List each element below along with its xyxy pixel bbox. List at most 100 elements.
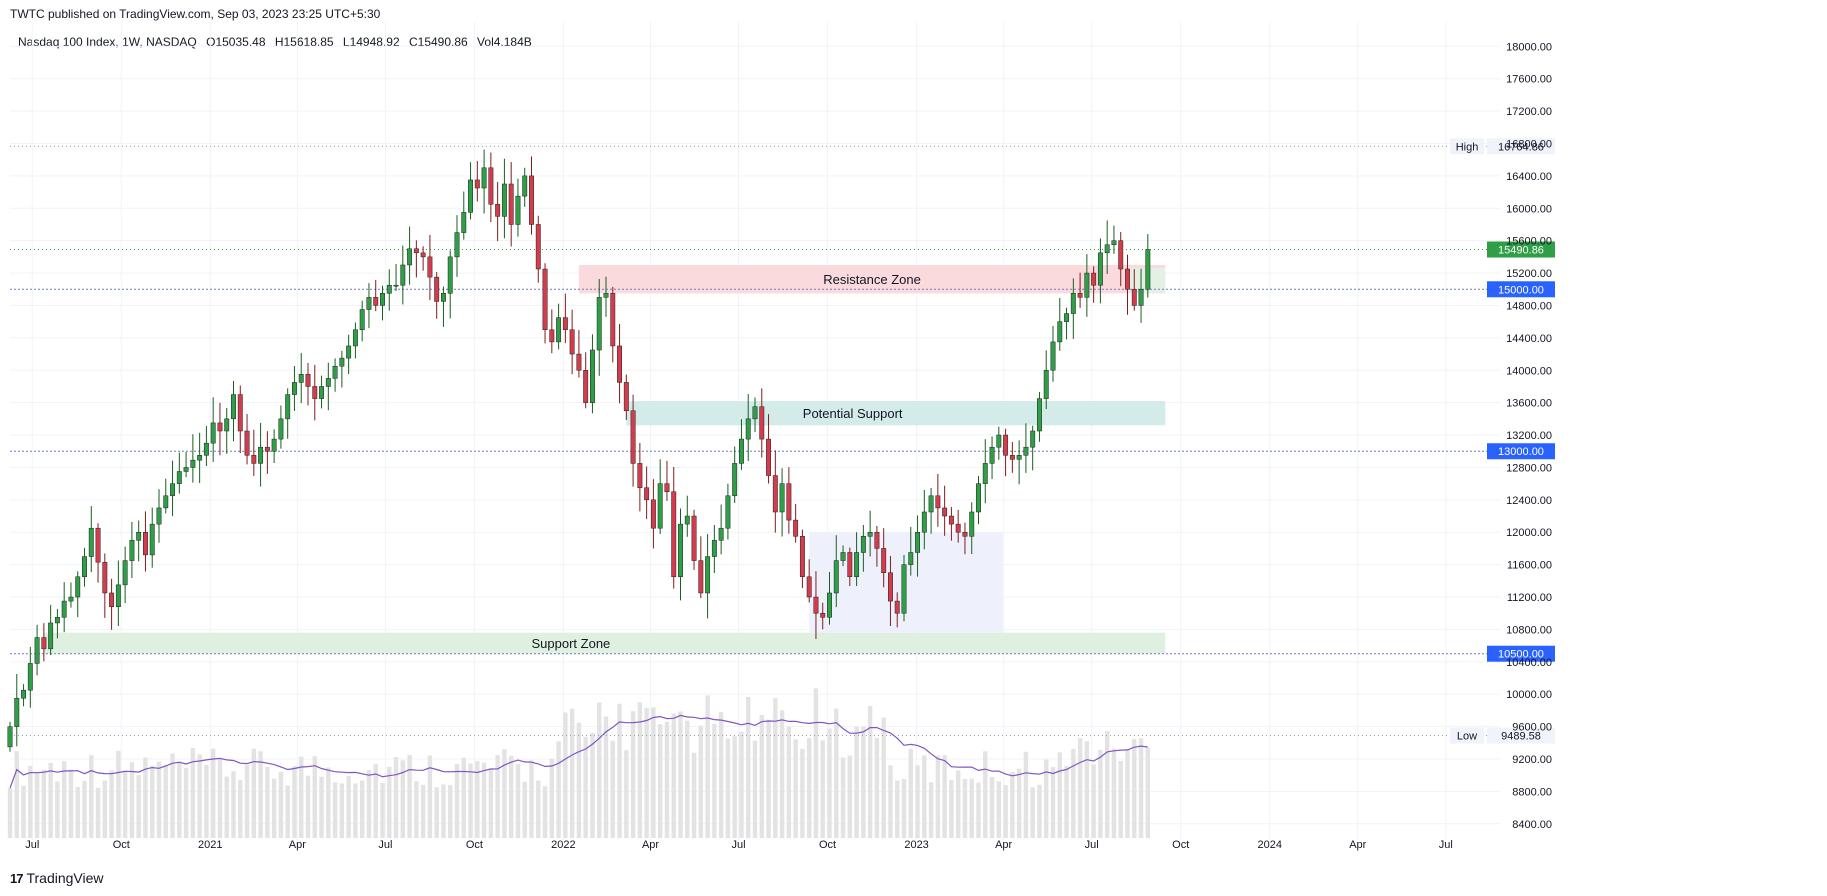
candle-body [305, 374, 311, 387]
x-tick-label: Apr [289, 839, 306, 851]
grid [10, 22, 1500, 840]
candle-body [664, 483, 670, 492]
volume-bar [678, 711, 683, 838]
candle-body [860, 536, 866, 553]
volume-bar [502, 749, 507, 838]
volume-bar [407, 754, 412, 838]
candle-body [962, 531, 968, 537]
volume-bar [962, 778, 968, 838]
candle-body [61, 600, 67, 618]
volume-bar [1084, 741, 1090, 838]
price-tag-value: 9489.58 [1501, 731, 1541, 743]
volume-value: Vol4.184B [477, 35, 532, 49]
x-tick-label: Jul [1085, 839, 1099, 851]
tradingview-brand[interactable]: 17 TradingView [10, 870, 104, 886]
volume-bar [610, 740, 615, 838]
candle-body [468, 179, 473, 213]
volume-bar [583, 736, 588, 838]
candle-body [671, 491, 677, 578]
candle-body [1104, 244, 1110, 254]
volume-bar [271, 778, 277, 838]
candle-body [501, 183, 507, 217]
candle-body [407, 248, 413, 266]
volume-bar [177, 761, 182, 838]
candle-body [569, 329, 575, 355]
candle-body [68, 596, 74, 602]
candle-body [542, 268, 548, 331]
y-tick-label: 11200.00 [1507, 592, 1552, 604]
candle-body [224, 418, 230, 432]
volume-bar [915, 765, 920, 838]
candle-body [264, 446, 270, 452]
candle-body [143, 531, 148, 556]
volume-bar [989, 776, 995, 838]
volume-bar [637, 702, 643, 838]
zone-rect [43, 632, 1166, 654]
volume-bar [55, 781, 60, 838]
candle-body [149, 523, 155, 556]
price-line-tag [1450, 727, 1484, 744]
candle-body [840, 552, 846, 561]
zone-label: Support Zone [532, 636, 611, 651]
axes[interactable]: High 16764.86 15490.86 15000.00 13000.00 1050… [25, 41, 1555, 851]
ohlc-close: C15490.86 [408, 35, 468, 49]
volume-bar [766, 719, 771, 838]
candle-body [1111, 240, 1117, 245]
y-tick-label: 18000.00 [1506, 41, 1552, 53]
zones [43, 264, 1166, 654]
volume-bar [806, 738, 812, 838]
candle-body [400, 264, 406, 286]
candle-body [1016, 455, 1022, 460]
volume-bar [495, 754, 500, 838]
candle-body [508, 183, 514, 225]
candle-body [339, 357, 345, 367]
candle-body [644, 487, 650, 501]
volume-bar [942, 755, 947, 838]
volume-bar [116, 750, 121, 838]
volume-bar [454, 764, 460, 838]
volume-bar [414, 781, 419, 838]
price-tag-value: 15490.86 [1498, 245, 1544, 257]
volume-bar [122, 770, 128, 838]
volume-bar [1071, 748, 1076, 838]
volume-bar [976, 782, 981, 838]
candle-body [623, 382, 629, 412]
volume-bar [644, 707, 649, 838]
x-tick-label: 2021 [198, 839, 222, 851]
volume-bar [1104, 731, 1110, 838]
candle-body [827, 592, 832, 618]
candle-body [684, 515, 690, 525]
volume-bar [285, 785, 290, 838]
candle-body [766, 438, 771, 476]
symbol-name: Nasdaq 100 Index, 1W, NASDAQ [18, 35, 197, 49]
volume-bar [597, 702, 602, 838]
volume-bar [488, 768, 494, 838]
volume-bar [21, 785, 26, 838]
candle-body [1064, 313, 1069, 322]
volume-bar [705, 695, 710, 838]
candle-body [366, 297, 372, 310]
candle-body [156, 507, 162, 525]
price-tag [1487, 727, 1555, 744]
candle-body [637, 463, 643, 488]
volume-bar [671, 713, 676, 838]
volume-bar [1132, 738, 1137, 838]
price-tag [1487, 241, 1555, 258]
volume-bar [156, 761, 162, 838]
candle-body [1037, 398, 1042, 432]
volume-bar [434, 787, 439, 838]
candle-body [942, 507, 948, 517]
candle-body [481, 167, 487, 189]
volume-bar [854, 726, 859, 838]
candle-body [881, 548, 887, 573]
volume-bar [712, 723, 717, 838]
candle-body [610, 293, 616, 347]
symbol-legend[interactable]: Nasdaq 100 Index, 1W, NASDAQ O15035.48 H… [18, 35, 538, 49]
candle-body [231, 394, 236, 420]
candle-body [1043, 370, 1049, 399]
candle-body [793, 519, 799, 537]
volume-bar [569, 708, 575, 838]
volume-bar [840, 757, 846, 838]
volume-bar [258, 751, 263, 838]
